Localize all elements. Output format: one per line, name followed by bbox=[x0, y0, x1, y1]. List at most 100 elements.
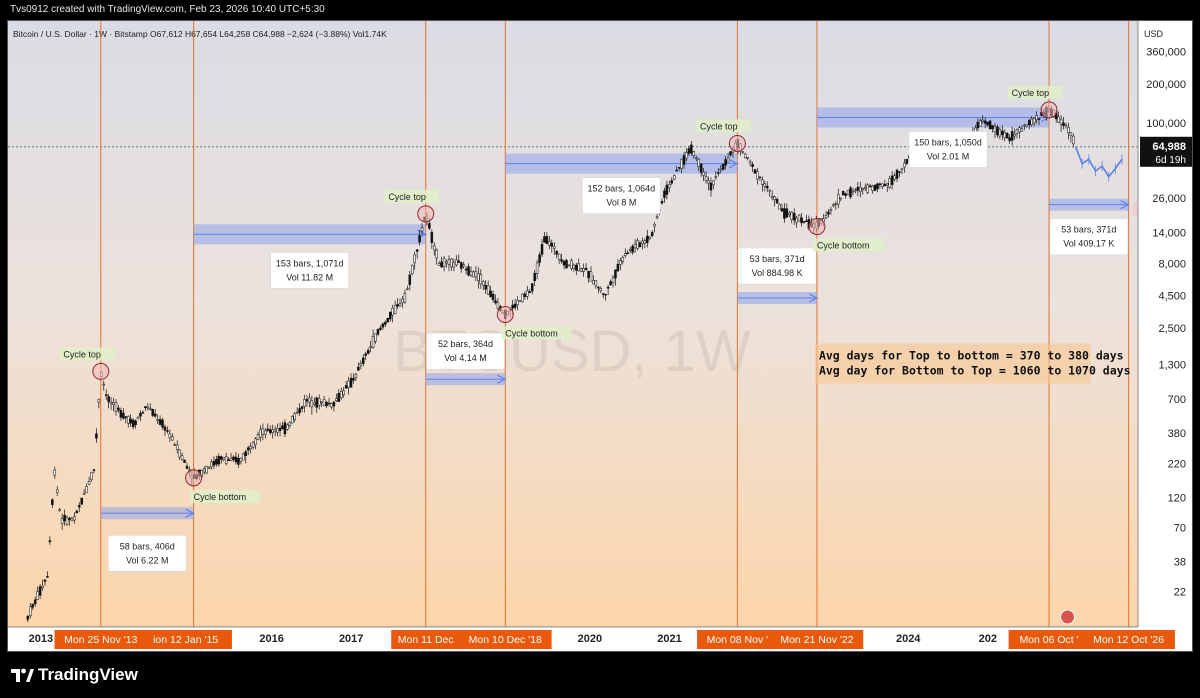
candle-body bbox=[447, 259, 451, 265]
candle-body bbox=[707, 180, 710, 184]
candle-body bbox=[124, 416, 128, 419]
candle-body bbox=[51, 499, 54, 506]
x-tick-label: 2020 bbox=[578, 633, 602, 645]
symbol-info: Bitcoin / U.S. Dollar · 1W · Bitstamp O6… bbox=[13, 29, 387, 39]
cycle-marker-circle bbox=[496, 305, 514, 323]
candle-body bbox=[489, 290, 492, 297]
candle-body bbox=[469, 271, 473, 276]
candle-body bbox=[278, 427, 282, 431]
candle-body bbox=[535, 262, 539, 274]
candle-body bbox=[575, 264, 578, 271]
candle-body bbox=[237, 458, 240, 465]
candle-body bbox=[408, 274, 412, 285]
y-tick-label: 8,000 bbox=[1158, 258, 1186, 270]
candle-body bbox=[369, 346, 372, 348]
y-tick-label: 380 bbox=[1168, 428, 1186, 440]
candle-body bbox=[41, 585, 44, 588]
candle-body bbox=[695, 157, 698, 159]
cycle-label-bg bbox=[59, 347, 115, 361]
candle-body bbox=[494, 300, 497, 304]
candle-body bbox=[611, 277, 615, 283]
candle-body bbox=[117, 407, 120, 411]
candle-body bbox=[885, 182, 889, 186]
candle-body bbox=[761, 179, 764, 185]
brand-name: TradingView bbox=[38, 665, 138, 684]
us-flag-icon bbox=[1060, 609, 1076, 625]
candle-body bbox=[156, 419, 159, 421]
candle-body bbox=[702, 171, 705, 176]
candle-body bbox=[293, 413, 296, 420]
candle-body bbox=[979, 120, 982, 127]
candle-body bbox=[109, 401, 113, 404]
note-box bbox=[814, 343, 1091, 384]
price-chart[interactable]: Bitcoin / U.S. Dollar · 1W · Bitstamp O6… bbox=[8, 21, 1193, 652]
candle-body bbox=[298, 408, 301, 413]
candle-body bbox=[271, 429, 274, 433]
range-vol-text: Vol 6.22 M bbox=[126, 555, 169, 565]
candle-body bbox=[834, 203, 838, 205]
candle-body bbox=[482, 281, 485, 286]
candle-body bbox=[638, 242, 642, 247]
x-tick-label: 2024 bbox=[896, 633, 921, 645]
cycle-marker-circle bbox=[185, 469, 203, 487]
candle-body bbox=[616, 264, 620, 272]
candle-body bbox=[33, 599, 37, 605]
candle-body bbox=[349, 377, 353, 388]
candle-body bbox=[80, 497, 83, 505]
candle-body bbox=[665, 184, 669, 195]
candle-body bbox=[663, 190, 666, 198]
candle-body bbox=[362, 357, 365, 364]
candle-body bbox=[433, 245, 436, 251]
date-range-arrow-icon bbox=[497, 374, 507, 384]
y-tick-label: 4,500 bbox=[1158, 290, 1186, 302]
range-vol-text: Vol 11.82 M bbox=[286, 272, 333, 282]
range-info-box bbox=[107, 534, 187, 572]
chart-frame[interactable]: Bitcoin / U.S. Dollar · 1W · Bitstamp O6… bbox=[7, 20, 1193, 652]
candle-body bbox=[579, 268, 583, 272]
candle-body bbox=[567, 264, 571, 267]
candle-body bbox=[714, 176, 718, 178]
candle-body bbox=[626, 252, 629, 254]
candle-body bbox=[36, 591, 39, 600]
candle-body bbox=[628, 249, 632, 251]
y-tick-label: 1,300 bbox=[1158, 360, 1186, 372]
range-info-box bbox=[737, 247, 817, 285]
candle-body bbox=[790, 211, 794, 220]
date-marker-label: ion 12 Jan '15 bbox=[153, 634, 218, 646]
candle-body bbox=[863, 186, 867, 189]
cycle-label-bg bbox=[189, 489, 261, 503]
cycle-marker-circle bbox=[1040, 101, 1058, 119]
candle-body bbox=[183, 459, 186, 463]
candle-body bbox=[396, 304, 399, 307]
candle-body bbox=[643, 240, 647, 244]
cycle-bottom-label: Cycle bottom bbox=[194, 492, 247, 502]
candle-body bbox=[876, 183, 879, 190]
candle-body bbox=[653, 223, 656, 227]
candle-body bbox=[464, 268, 468, 271]
cycle-top-label: Cycle top bbox=[700, 121, 738, 131]
candle-body bbox=[1005, 132, 1009, 139]
candle-body bbox=[55, 489, 59, 493]
candle-body bbox=[540, 244, 544, 255]
candle-body bbox=[758, 176, 762, 179]
candle-body bbox=[78, 505, 81, 508]
candle-body bbox=[420, 227, 424, 232]
candle-body bbox=[48, 540, 52, 543]
candle-body bbox=[1025, 124, 1029, 127]
candle-body bbox=[788, 212, 791, 215]
candle-body bbox=[486, 285, 490, 295]
x-tick-label: 2017 bbox=[339, 633, 363, 645]
candle-body bbox=[866, 184, 869, 193]
candle-body bbox=[180, 455, 184, 460]
y-tick-label: 360,000 bbox=[1146, 46, 1186, 58]
range-info-box bbox=[1049, 218, 1129, 255]
candle-body bbox=[249, 446, 252, 450]
candle-body bbox=[202, 468, 206, 473]
candle-body bbox=[256, 434, 260, 440]
x-tick-label: 202 bbox=[979, 633, 997, 645]
candle-body bbox=[800, 217, 803, 224]
current-price-badge bbox=[1140, 136, 1192, 167]
range-bars-text: 150 bars, 1,050d bbox=[914, 137, 982, 147]
candle-body bbox=[660, 201, 664, 204]
date-marker-label: Mon 21 Nov '22 bbox=[780, 634, 853, 646]
